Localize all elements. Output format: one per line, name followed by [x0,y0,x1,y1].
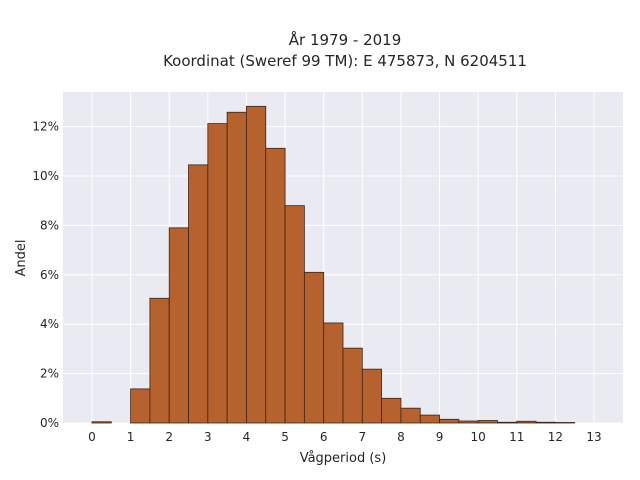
histogram-bar [535,421,556,424]
y-tick-label: 10% [32,169,59,183]
x-axis-ticks: 0 1 2 3 4 5 6 7 8 9 10 11 12 13 [88,430,602,444]
y-axis-ticks: 0% 2% 4% 6% 8% 10% 12% [32,120,59,430]
x-tick-label: 0 [88,430,96,444]
histogram-bar [497,421,518,424]
histogram-bar [477,420,498,424]
y-axis-label: Andel [14,240,29,277]
x-tick-label: 11 [509,430,524,444]
histogram-bars [91,105,576,424]
histogram-bar [265,147,286,424]
x-tick-label: 3 [204,430,212,444]
histogram-bar [400,407,421,424]
x-tick-label: 2 [165,430,173,444]
y-tick-label: 6% [40,268,59,282]
histogram-bar [323,322,344,424]
x-axis-label: Vågperiod (s) [300,451,387,466]
x-tick-label: 1 [127,430,135,444]
histogram-bar [516,420,537,424]
y-tick-label: 2% [40,367,59,381]
histogram-bar [342,347,363,424]
histogram-bar [284,205,305,424]
histogram-bar [419,414,440,424]
histogram-bar [168,227,189,424]
x-tick-label: 8 [397,430,405,444]
histogram-bar [91,421,112,424]
histogram-bar [188,164,209,424]
histogram-bar [207,123,228,424]
histogram-bar [361,368,383,424]
x-tick-label: 7 [358,430,366,444]
histogram-bar [439,418,460,424]
histogram-bar [149,297,170,424]
histogram-bar [303,271,325,424]
chart-subtitle: Koordinat (Sweref 99 TM): E 475873, N 62… [163,52,527,70]
histogram-bar [246,105,267,424]
y-tick-label: 0% [40,416,59,430]
x-tick-label: 12 [548,430,563,444]
x-tick-label: 5 [281,430,289,444]
chart-title: År 1979 - 2019 [289,30,402,49]
x-tick-label: 10 [471,430,486,444]
x-tick-label: 13 [586,430,601,444]
histogram-bar [381,397,402,424]
x-tick-label: 9 [436,430,444,444]
y-tick-label: 12% [32,120,59,134]
x-tick-label: 6 [320,430,328,444]
histogram-bar [458,420,479,424]
y-tick-label: 4% [40,317,59,331]
histogram-bar [226,111,247,424]
histogram-bar [130,388,151,424]
x-tick-label: 4 [243,430,251,444]
y-tick-label: 8% [40,218,59,232]
